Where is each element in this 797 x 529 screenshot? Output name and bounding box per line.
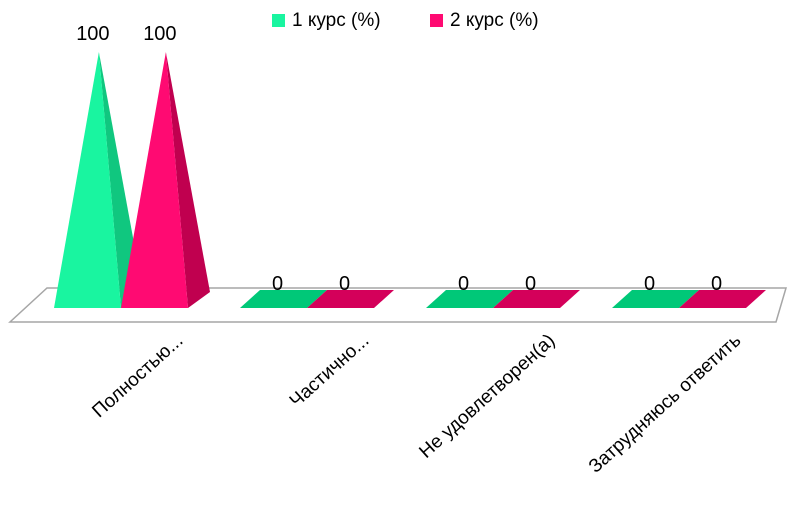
x-tick-label-3: Затрудняюсь ответить [585,330,745,477]
bar-0-1 [121,52,188,308]
x-tick-label-0: Полностью... [88,330,187,422]
data-label-1-0: 0 [272,273,283,295]
legend-swatch-1 [430,14,443,27]
legend-label-0: 1 курс (%) [292,10,381,31]
data-label-2-0: 0 [458,273,469,295]
chart-floor [8,287,788,323]
bar-2-1 [493,290,580,308]
data-label-2-1: 0 [525,273,536,295]
data-label-0-0: 100 [76,23,109,45]
bar-0-0 [54,52,121,308]
x-tick-label-2: Не удовлетворен(а) [415,330,559,463]
bar-2-0 [426,290,513,308]
bar-3-0 [612,290,699,308]
bar-3-1 [679,290,766,308]
bar-side-0-0 [98,52,143,308]
data-label-3-1: 0 [711,273,722,295]
data-label-1-1: 0 [339,273,350,295]
bar-1-0 [240,290,327,308]
legend-label-1: 2 курс (%) [450,10,539,31]
bar-side-0-1 [165,52,210,308]
data-label-0-1: 100 [143,23,176,45]
legend: 1 курс (%) 2 курс (%) [272,10,539,31]
bar-1-1 [307,290,394,308]
legend-swatch-0 [272,14,285,27]
data-label-3-0: 0 [644,273,655,295]
x-tick-label-1: Частично... [286,330,374,412]
